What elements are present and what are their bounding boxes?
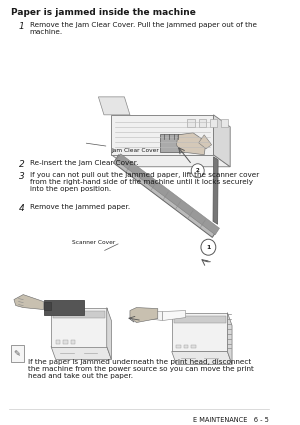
Bar — [70, 340, 75, 343]
Polygon shape — [199, 135, 212, 149]
Text: 4: 4 — [19, 204, 24, 212]
Polygon shape — [139, 311, 162, 320]
Bar — [188, 119, 195, 127]
Text: ✎: ✎ — [14, 349, 21, 358]
Text: Scanner Cover: Scanner Cover — [72, 240, 116, 245]
Text: Remove the jammed paper.: Remove the jammed paper. — [30, 204, 130, 210]
Bar — [210, 119, 217, 127]
Bar — [176, 345, 181, 348]
Bar — [53, 311, 105, 317]
Polygon shape — [172, 312, 227, 351]
Polygon shape — [113, 155, 218, 238]
FancyBboxPatch shape — [11, 345, 24, 362]
Polygon shape — [107, 308, 111, 360]
FancyBboxPatch shape — [160, 134, 184, 152]
Polygon shape — [111, 155, 230, 167]
Polygon shape — [51, 346, 111, 360]
Polygon shape — [130, 308, 158, 323]
Circle shape — [191, 164, 204, 178]
Circle shape — [201, 239, 216, 255]
Polygon shape — [162, 311, 186, 320]
Bar — [63, 340, 68, 343]
Polygon shape — [172, 351, 232, 365]
Bar — [221, 119, 228, 127]
Text: E MAINTENANCE   6 - 5: E MAINTENANCE 6 - 5 — [193, 417, 269, 423]
Text: 3: 3 — [19, 172, 24, 181]
Bar — [191, 345, 196, 348]
Polygon shape — [44, 302, 51, 309]
Polygon shape — [98, 97, 130, 115]
Text: If the paper is jammed underneath the print head, disconnect
the machine from th: If the paper is jammed underneath the pr… — [28, 360, 254, 380]
Text: 2: 2 — [196, 168, 200, 173]
Bar — [56, 340, 60, 343]
Text: 1: 1 — [19, 22, 24, 31]
Polygon shape — [176, 133, 206, 155]
Text: Remove the Jam Clear Cover. Pull the jammed paper out of the
machine.: Remove the Jam Clear Cover. Pull the jam… — [30, 22, 257, 35]
Bar — [174, 315, 226, 323]
Text: Re-insert the Jam Clear Cover.: Re-insert the Jam Clear Cover. — [30, 160, 138, 166]
Polygon shape — [227, 312, 232, 365]
Text: Paper is jammed inside the machine: Paper is jammed inside the machine — [11, 8, 196, 17]
Polygon shape — [111, 115, 214, 155]
Text: 1: 1 — [206, 245, 211, 250]
Polygon shape — [44, 300, 83, 314]
Text: If you can not pull out the jammed paper, lift the scanner cover
from the right-: If you can not pull out the jammed paper… — [30, 172, 259, 192]
Bar — [184, 345, 188, 348]
Polygon shape — [214, 115, 230, 167]
Bar — [199, 119, 206, 127]
Polygon shape — [213, 157, 218, 224]
Polygon shape — [51, 308, 107, 346]
Text: Jam Clear Cover: Jam Clear Cover — [86, 143, 159, 153]
Polygon shape — [116, 154, 220, 235]
Text: 2: 2 — [19, 160, 24, 169]
Polygon shape — [14, 295, 43, 309]
